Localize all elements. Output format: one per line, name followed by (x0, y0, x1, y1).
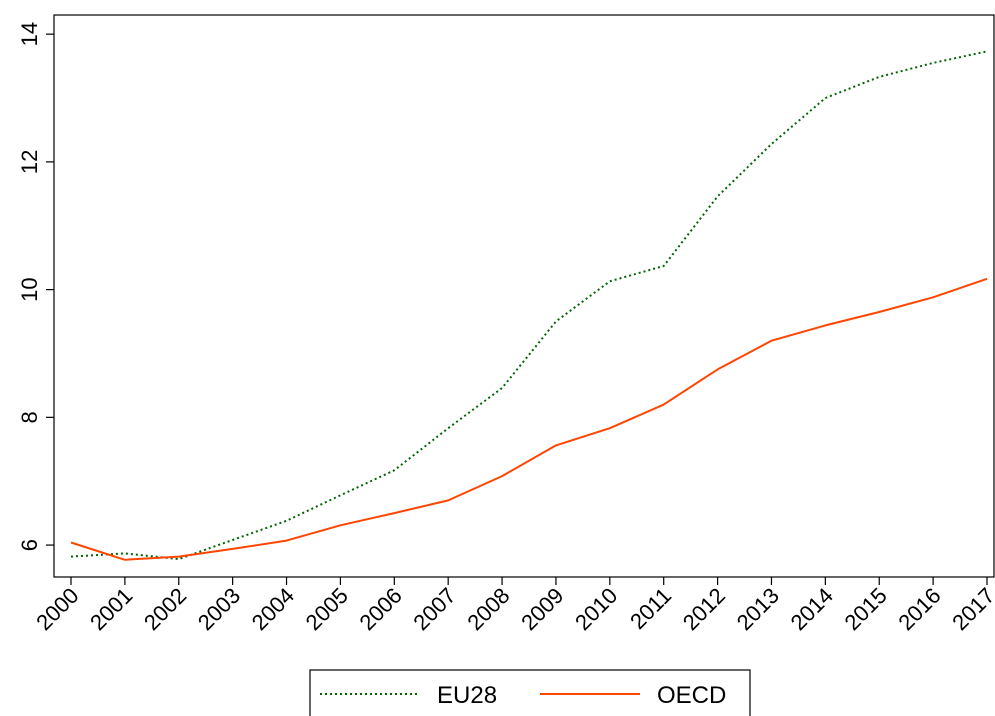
x-tick-label: 2002 (139, 583, 191, 635)
x-tick-label: 2009 (516, 583, 568, 635)
legend-box (309, 669, 751, 716)
x-tick-label: 2010 (570, 583, 622, 635)
series-line-eu28 (70, 50, 988, 561)
x-tick-label: 2014 (786, 583, 838, 635)
x-tick-label: 2007 (408, 583, 460, 635)
x-axis: 2000 2001 2002 2003 2004 2005 2006 2007 2008 2009… (31, 577, 995, 635)
series-line-oecd (70, 277, 988, 561)
x-tick-label: 2012 (678, 583, 730, 635)
x-tick-label: 2015 (839, 583, 891, 635)
x-tick-label: 2013 (732, 583, 784, 635)
x-tick-label: 2000 (31, 583, 83, 635)
x-tick-label: 2017 (947, 583, 995, 635)
legend-label-oecd: OECD (657, 682, 726, 709)
y-tick-label: 12 (17, 150, 42, 174)
x-tick-label: 2005 (301, 583, 353, 635)
x-tick-label: 2008 (462, 583, 514, 635)
x-tick-label: 2011 (625, 583, 676, 634)
x-tick-label: 2001 (85, 583, 137, 635)
legend: EU28 OECD (309, 669, 751, 716)
plot-frame (53, 14, 995, 578)
y-tick-label: 8 (17, 411, 42, 423)
x-tick-label: 2003 (193, 583, 245, 635)
series-layer (70, 50, 988, 561)
y-tick-label: 14 (17, 22, 42, 46)
x-tick-label: 2016 (893, 583, 945, 635)
y-tick-label: 10 (17, 277, 42, 301)
y-tick-label: 6 (17, 539, 42, 551)
legend-label-eu28: EU28 (437, 682, 497, 709)
y-axis: 6 8 10 12 14 (17, 22, 54, 551)
x-tick-label: 2006 (355, 583, 407, 635)
x-tick-label: 2004 (247, 583, 299, 635)
